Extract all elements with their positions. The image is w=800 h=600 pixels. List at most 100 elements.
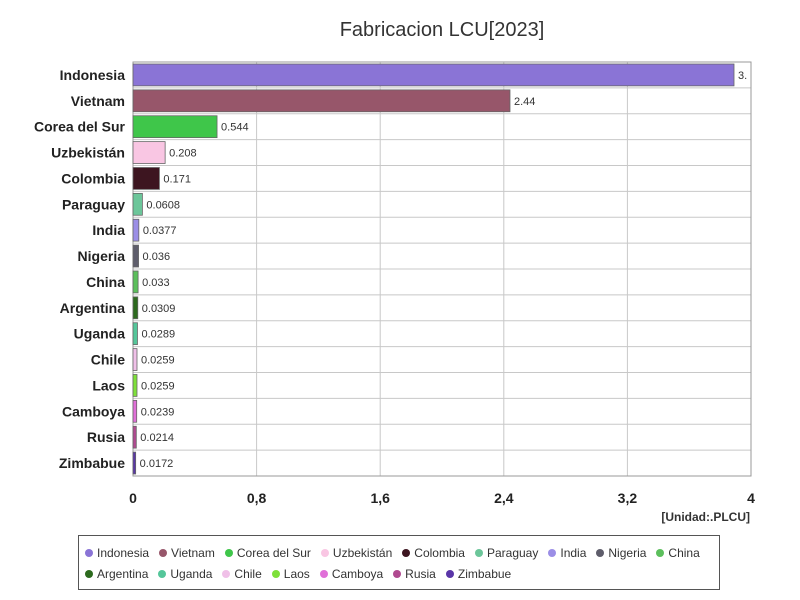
bar xyxy=(132,218,140,242)
value-label: 0.0309 xyxy=(142,303,176,315)
bar xyxy=(132,244,139,268)
legend-dot-icon xyxy=(224,548,233,557)
legend-dot-icon xyxy=(222,569,231,578)
legend-dot-icon xyxy=(319,569,328,578)
chart-title: Fabricacion LCU[2023] xyxy=(340,19,545,41)
legend-dot-icon xyxy=(159,548,168,557)
legend-dot-icon xyxy=(596,548,605,557)
legend-label: Colombia xyxy=(414,545,465,560)
bar xyxy=(132,167,160,190)
category-label: Zimbabue xyxy=(59,455,125,471)
legend-item[interactable]: Vietnam xyxy=(159,546,215,560)
value-label: 0.0608 xyxy=(146,199,180,211)
legend-label: Indonesia xyxy=(97,545,150,560)
legend-label: Argentina xyxy=(97,566,149,581)
bar xyxy=(132,374,138,397)
legend-item[interactable]: China xyxy=(656,546,700,560)
category-label: India xyxy=(92,222,125,238)
bars: 3. 2.44 0.544 0.208 0.171 0.0608 0.0377 0.036 0.… xyxy=(132,63,747,475)
bar-chart: Fabricacion LCU[2023] 3. 2.44 0.544 0.208 0.… xyxy=(34,19,755,524)
category-label: Indonesia xyxy=(60,67,126,83)
category-label: Colombia xyxy=(61,170,125,186)
x-tick-label: 0 xyxy=(129,490,137,506)
category-label: Rusia xyxy=(87,429,125,445)
value-label: 0.036 xyxy=(143,251,171,263)
category-label: Uzbekistán xyxy=(51,145,125,161)
legend-label: Laos xyxy=(283,566,310,581)
legend-item[interactable]: Colombia xyxy=(402,546,465,560)
legend-dot-icon xyxy=(85,548,93,557)
legend: Indonesia Vietnam Corea del Sur Uzbekistán C… xyxy=(78,535,720,590)
legend-dot-icon xyxy=(402,548,411,557)
grid xyxy=(132,61,752,477)
legend-dot-icon xyxy=(271,569,280,578)
value-label: 0.0377 xyxy=(143,225,177,237)
value-label: 0.0239 xyxy=(141,406,175,418)
legend-dot-icon xyxy=(320,548,329,557)
category-label: Uganda xyxy=(74,326,126,342)
x-tick-label: 3,2 xyxy=(618,490,638,506)
value-label: 0.208 xyxy=(169,148,197,160)
category-label: Laos xyxy=(92,377,125,393)
category-label: Camboya xyxy=(62,403,125,419)
value-label: 0.0172 xyxy=(140,458,174,470)
bar xyxy=(132,63,735,87)
plot-border xyxy=(132,61,752,477)
x-tick-label: 0,8 xyxy=(247,490,267,506)
legend-item[interactable]: Camboya xyxy=(319,567,383,581)
legend-item[interactable]: Chile xyxy=(222,566,262,581)
x-tick-label: 1,6 xyxy=(370,490,390,506)
bar xyxy=(132,451,137,475)
value-label: 0.0259 xyxy=(141,355,175,367)
legend-item[interactable]: Laos xyxy=(271,566,310,581)
legend-item[interactable]: Paraguay xyxy=(474,545,539,560)
bar xyxy=(132,192,143,216)
legend-dot-icon xyxy=(158,569,167,578)
legend-item[interactable]: Corea del Sur xyxy=(224,546,311,560)
value-label: 3. xyxy=(738,70,747,82)
value-label: 0.0214 xyxy=(140,432,174,444)
legend-label: Nigeria xyxy=(608,545,647,560)
x-tick-label: 4 xyxy=(747,490,755,506)
bar xyxy=(132,322,138,346)
bar xyxy=(132,348,138,371)
legend-dot-icon xyxy=(393,569,402,578)
legend-item[interactable]: India xyxy=(548,546,586,560)
x-tick-label: 2,4 xyxy=(494,490,514,506)
legend-label: Paraguay xyxy=(486,545,539,560)
legend-label: Uganda xyxy=(170,566,213,581)
bar xyxy=(132,270,139,294)
legend-label: Rusia xyxy=(405,566,436,581)
legend-row: Indonesia Vietnam Corea del Sur Uzbekistán C… xyxy=(85,542,713,563)
bar xyxy=(132,296,139,320)
bar xyxy=(132,425,137,449)
legend-item[interactable]: Rusia xyxy=(393,567,436,581)
bar xyxy=(132,89,511,113)
legend-item[interactable]: Indonesia xyxy=(85,546,149,560)
legend-item[interactable]: Uzbekistán xyxy=(320,545,393,560)
category-label: Argentina xyxy=(60,300,126,316)
category-label: Chile xyxy=(91,352,125,368)
legend-dot-icon xyxy=(474,548,483,557)
category-label: Vietnam xyxy=(71,93,125,109)
legend-item[interactable]: Argentina xyxy=(85,567,148,581)
legend-row: Argentina Uganda Chile Laos Camboya Rusia Zimb… xyxy=(85,563,713,584)
category-labels: Indonesia Vietnam Corea del Sur Uzbekistán C… xyxy=(34,67,126,471)
value-label: 0.0289 xyxy=(141,329,175,341)
bar xyxy=(132,115,218,139)
legend-item[interactable]: Uganda xyxy=(158,567,212,581)
legend-dot-icon xyxy=(656,548,665,557)
legend-item[interactable]: Zimbabue xyxy=(445,567,511,581)
value-label: 0.033 xyxy=(142,277,170,289)
legend-item[interactable]: Nigeria xyxy=(596,546,646,560)
legend-dot-icon xyxy=(548,548,557,557)
x-axis-ticks: 0 0,8 1,6 2,4 3,2 4 xyxy=(129,490,755,506)
legend-label: Uzbekistán xyxy=(332,545,393,560)
legend-label: Chile xyxy=(234,566,262,581)
unit-label: [Unidad:.PLCU] xyxy=(661,510,750,524)
legend-dot-icon xyxy=(445,569,454,578)
legend-dot-icon xyxy=(85,569,93,578)
bar xyxy=(132,141,166,164)
category-label: Paraguay xyxy=(62,196,125,212)
category-label: Nigeria xyxy=(78,248,126,264)
